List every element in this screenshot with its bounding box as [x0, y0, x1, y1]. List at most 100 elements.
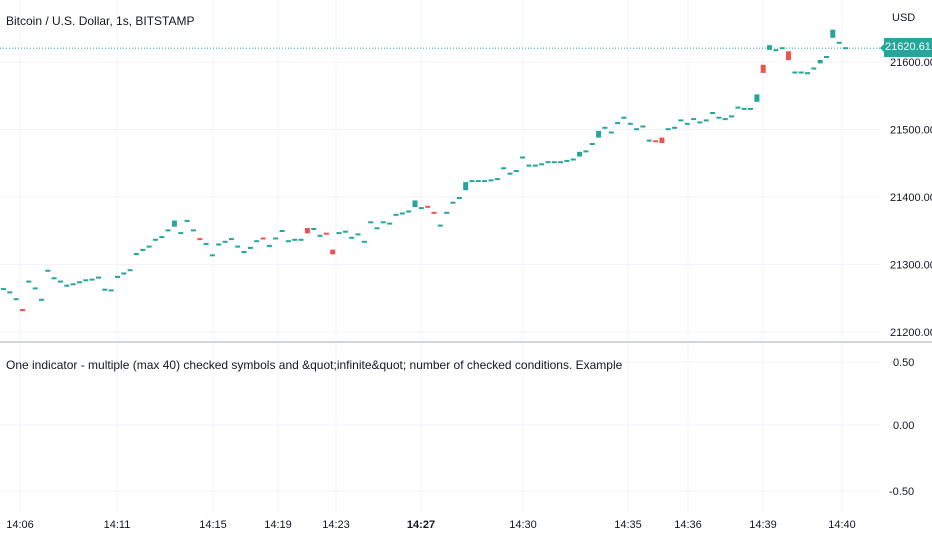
candle[interactable]: [722, 118, 728, 121]
candle[interactable]: [39, 298, 44, 301]
candle[interactable]: [437, 224, 443, 227]
candle[interactable]: [216, 243, 222, 246]
candle[interactable]: [209, 254, 215, 257]
candle[interactable]: [767, 45, 772, 50]
candle[interactable]: [13, 298, 19, 301]
candle[interactable]: [684, 122, 690, 125]
candle[interactable]: [406, 210, 412, 213]
candle[interactable]: [165, 229, 171, 232]
candle[interactable]: [703, 119, 709, 122]
candle[interactable]: [311, 228, 317, 230]
candle[interactable]: [482, 180, 488, 183]
candle[interactable]: [330, 249, 336, 255]
candle[interactable]: [241, 251, 247, 253]
candle[interactable]: [450, 201, 456, 204]
candle[interactable]: [570, 158, 576, 161]
candle[interactable]: [583, 150, 589, 153]
candle[interactable]: [792, 71, 798, 74]
candle[interactable]: [551, 161, 557, 164]
candle[interactable]: [710, 112, 716, 114]
indicator-title[interactable]: One indicator - multiple (max 40) checke…: [6, 358, 623, 372]
candle[interactable]: [729, 115, 734, 118]
candle[interactable]: [735, 106, 741, 109]
candle[interactable]: [646, 139, 652, 142]
candle[interactable]: [203, 242, 209, 245]
candle[interactable]: [608, 131, 614, 134]
candle[interactable]: [494, 178, 500, 181]
candle[interactable]: [805, 72, 810, 75]
candle[interactable]: [836, 41, 842, 44]
candle[interactable]: [589, 143, 595, 145]
candle[interactable]: [564, 159, 570, 162]
candle[interactable]: [355, 233, 361, 236]
candle[interactable]: [779, 47, 785, 50]
candle[interactable]: [526, 164, 532, 167]
candle[interactable]: [475, 180, 481, 183]
candle[interactable]: [627, 122, 633, 125]
candle[interactable]: [425, 205, 431, 208]
candle[interactable]: [83, 279, 89, 282]
candle[interactable]: [665, 128, 671, 131]
candle[interactable]: [102, 288, 108, 291]
candle[interactable]: [615, 122, 621, 125]
candle[interactable]: [317, 234, 323, 237]
candle[interactable]: [786, 51, 791, 61]
candle[interactable]: [64, 284, 70, 287]
candle[interactable]: [773, 49, 779, 52]
candle[interactable]: [374, 227, 380, 230]
candle[interactable]: [235, 245, 241, 248]
candle[interactable]: [140, 248, 146, 251]
candle[interactable]: [115, 275, 120, 278]
candle[interactable]: [1, 288, 6, 291]
candle[interactable]: [653, 140, 659, 143]
candle[interactable]: [266, 244, 272, 247]
candle[interactable]: [716, 116, 722, 119]
candle[interactable]: [178, 232, 184, 235]
candle[interactable]: [20, 309, 25, 311]
candle[interactable]: [393, 213, 399, 216]
candle[interactable]: [507, 172, 513, 175]
candle[interactable]: [260, 237, 266, 240]
candle[interactable]: [368, 221, 374, 224]
candle[interactable]: [621, 116, 627, 119]
candle[interactable]: [691, 118, 697, 121]
candle[interactable]: [640, 125, 646, 128]
candle[interactable]: [159, 236, 165, 239]
candle[interactable]: [133, 253, 139, 255]
candle[interactable]: [222, 240, 228, 243]
candle[interactable]: [349, 236, 355, 239]
candle[interactable]: [77, 281, 82, 284]
candle[interactable]: [146, 245, 152, 248]
candle[interactable]: [418, 207, 424, 210]
candle[interactable]: [501, 167, 507, 170]
candle[interactable]: [596, 130, 602, 138]
candle[interactable]: [539, 163, 545, 166]
candle[interactable]: [121, 272, 127, 275]
candle[interactable]: [412, 200, 418, 208]
candle[interactable]: [127, 269, 133, 272]
candle[interactable]: [184, 219, 190, 222]
candle[interactable]: [26, 280, 32, 283]
candle[interactable]: [634, 128, 640, 131]
candle[interactable]: [7, 291, 13, 294]
candle[interactable]: [70, 283, 76, 286]
candle[interactable]: [247, 246, 253, 249]
candle[interactable]: [152, 238, 158, 241]
candle[interactable]: [399, 212, 405, 215]
candle[interactable]: [602, 126, 608, 129]
candle[interactable]: [323, 232, 329, 235]
candle[interactable]: [96, 276, 101, 279]
candle[interactable]: [336, 232, 342, 235]
candle[interactable]: [273, 237, 279, 240]
candle[interactable]: [659, 137, 665, 143]
candle[interactable]: [190, 229, 196, 232]
candle[interactable]: [228, 238, 234, 241]
candle[interactable]: [678, 119, 684, 122]
candle[interactable]: [741, 107, 747, 110]
candle[interactable]: [197, 238, 203, 241]
candle[interactable]: [361, 240, 367, 243]
candle[interactable]: [444, 211, 450, 214]
candle[interactable]: [811, 67, 817, 70]
symbol-title[interactable]: Bitcoin / U.S. Dollar, 1s, BITSTAMP: [6, 14, 195, 28]
